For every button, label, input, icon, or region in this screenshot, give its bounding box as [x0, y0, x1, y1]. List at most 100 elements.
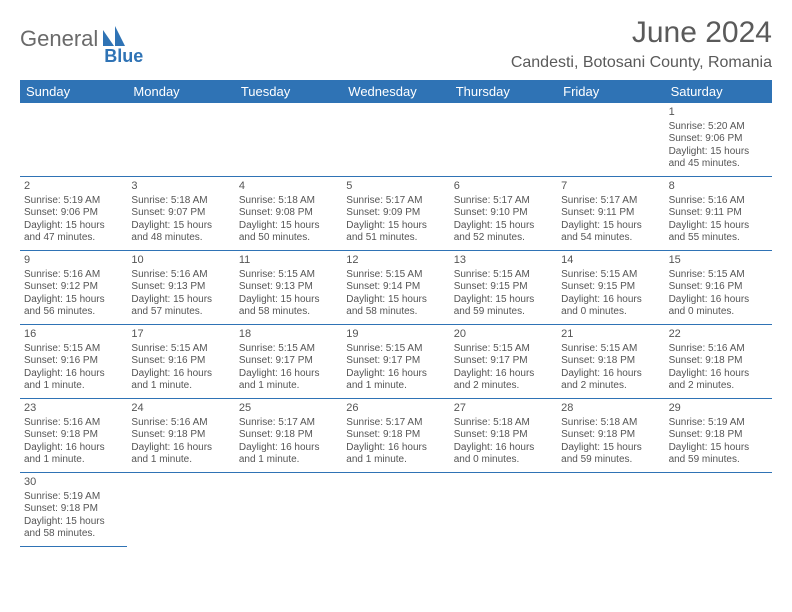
- calendar-cell: 17Sunrise: 5:15 AMSunset: 9:16 PMDayligh…: [127, 325, 234, 399]
- daylight-text: Daylight: 15 hours and 45 minutes.: [669, 146, 768, 171]
- daylight-text: Daylight: 16 hours and 2 minutes.: [454, 368, 553, 393]
- calendar-day-headers: Sunday Monday Tuesday Wednesday Thursday…: [20, 80, 772, 103]
- sunset-text: Sunset: 9:17 PM: [454, 355, 553, 368]
- logo-text-general: General: [20, 26, 98, 52]
- day-header-thu: Thursday: [450, 80, 557, 103]
- day-number: 13: [454, 254, 553, 268]
- calendar-cell: 29Sunrise: 5:19 AMSunset: 9:18 PMDayligh…: [665, 399, 772, 473]
- sunset-text: Sunset: 9:18 PM: [561, 429, 660, 442]
- calendar-cell-empty: [450, 103, 557, 177]
- sunset-text: Sunset: 9:16 PM: [131, 355, 230, 368]
- calendar-cell: 16Sunrise: 5:15 AMSunset: 9:16 PMDayligh…: [20, 325, 127, 399]
- calendar-cell: 1Sunrise: 5:20 AMSunset: 9:06 PMDaylight…: [665, 103, 772, 177]
- location: Candesti, Botosani County, Romania: [511, 54, 772, 72]
- sunset-text: Sunset: 9:14 PM: [346, 281, 445, 294]
- sunset-text: Sunset: 9:17 PM: [346, 355, 445, 368]
- calendar-cell: 6Sunrise: 5:17 AMSunset: 9:10 PMDaylight…: [450, 177, 557, 251]
- day-number: 10: [131, 254, 230, 268]
- day-number: 1: [669, 106, 768, 120]
- daylight-text: Daylight: 15 hours and 55 minutes.: [669, 220, 768, 245]
- calendar-cell: 9Sunrise: 5:16 AMSunset: 9:12 PMDaylight…: [20, 251, 127, 325]
- daylight-text: Daylight: 16 hours and 1 minute.: [131, 368, 230, 393]
- sunset-text: Sunset: 9:13 PM: [131, 281, 230, 294]
- day-number: 3: [131, 180, 230, 194]
- day-number: 28: [561, 402, 660, 416]
- sunrise-text: Sunrise: 5:15 AM: [346, 343, 445, 356]
- sunset-text: Sunset: 9:18 PM: [454, 429, 553, 442]
- daylight-text: Daylight: 16 hours and 1 minute.: [346, 368, 445, 393]
- sunrise-text: Sunrise: 5:19 AM: [24, 195, 123, 208]
- day-number: 8: [669, 180, 768, 194]
- calendar-cell-empty: [20, 103, 127, 177]
- day-number: 11: [239, 254, 338, 268]
- sunrise-text: Sunrise: 5:18 AM: [239, 195, 338, 208]
- calendar-cell: 25Sunrise: 5:17 AMSunset: 9:18 PMDayligh…: [235, 399, 342, 473]
- sunrise-text: Sunrise: 5:20 AM: [669, 121, 768, 134]
- calendar-cell: 12Sunrise: 5:15 AMSunset: 9:14 PMDayligh…: [342, 251, 449, 325]
- daylight-text: Daylight: 16 hours and 2 minutes.: [669, 368, 768, 393]
- sunset-text: Sunset: 9:15 PM: [561, 281, 660, 294]
- day-number: 15: [669, 254, 768, 268]
- daylight-text: Daylight: 15 hours and 52 minutes.: [454, 220, 553, 245]
- sunset-text: Sunset: 9:11 PM: [669, 207, 768, 220]
- daylight-text: Daylight: 15 hours and 57 minutes.: [131, 294, 230, 319]
- day-number: 5: [346, 180, 445, 194]
- sunrise-text: Sunrise: 5:16 AM: [131, 417, 230, 430]
- daylight-text: Daylight: 15 hours and 48 minutes.: [131, 220, 230, 245]
- sunset-text: Sunset: 9:18 PM: [669, 355, 768, 368]
- sunset-text: Sunset: 9:18 PM: [131, 429, 230, 442]
- sunrise-text: Sunrise: 5:15 AM: [24, 343, 123, 356]
- sunrise-text: Sunrise: 5:15 AM: [561, 343, 660, 356]
- daylight-text: Daylight: 15 hours and 50 minutes.: [239, 220, 338, 245]
- calendar-cell: 3Sunrise: 5:18 AMSunset: 9:07 PMDaylight…: [127, 177, 234, 251]
- day-number: 26: [346, 402, 445, 416]
- day-number: 14: [561, 254, 660, 268]
- calendar-cell: 20Sunrise: 5:15 AMSunset: 9:17 PMDayligh…: [450, 325, 557, 399]
- daylight-text: Daylight: 15 hours and 56 minutes.: [24, 294, 123, 319]
- calendar-cell: 10Sunrise: 5:16 AMSunset: 9:13 PMDayligh…: [127, 251, 234, 325]
- sunset-text: Sunset: 9:13 PM: [239, 281, 338, 294]
- day-number: 30: [24, 476, 123, 490]
- daylight-text: Daylight: 15 hours and 51 minutes.: [346, 220, 445, 245]
- daylight-text: Daylight: 15 hours and 59 minutes.: [561, 442, 660, 467]
- calendar-cell: 11Sunrise: 5:15 AMSunset: 9:13 PMDayligh…: [235, 251, 342, 325]
- day-number: 16: [24, 328, 123, 342]
- daylight-text: Daylight: 15 hours and 47 minutes.: [24, 220, 123, 245]
- daylight-text: Daylight: 15 hours and 54 minutes.: [561, 220, 660, 245]
- calendar-body: 1Sunrise: 5:20 AMSunset: 9:06 PMDaylight…: [20, 103, 772, 547]
- day-number: 7: [561, 180, 660, 194]
- sunset-text: Sunset: 9:08 PM: [239, 207, 338, 220]
- day-number: 18: [239, 328, 338, 342]
- sunset-text: Sunset: 9:16 PM: [669, 281, 768, 294]
- calendar-cell: 18Sunrise: 5:15 AMSunset: 9:17 PMDayligh…: [235, 325, 342, 399]
- day-number: 27: [454, 402, 553, 416]
- sunrise-text: Sunrise: 5:15 AM: [669, 269, 768, 282]
- calendar-cell: 2Sunrise: 5:19 AMSunset: 9:06 PMDaylight…: [20, 177, 127, 251]
- sunrise-text: Sunrise: 5:17 AM: [561, 195, 660, 208]
- day-number: 25: [239, 402, 338, 416]
- calendar-cell: 27Sunrise: 5:18 AMSunset: 9:18 PMDayligh…: [450, 399, 557, 473]
- sunrise-text: Sunrise: 5:16 AM: [131, 269, 230, 282]
- daylight-text: Daylight: 16 hours and 0 minutes.: [669, 294, 768, 319]
- calendar-cell: 28Sunrise: 5:18 AMSunset: 9:18 PMDayligh…: [557, 399, 664, 473]
- sunset-text: Sunset: 9:18 PM: [24, 429, 123, 442]
- sunset-text: Sunset: 9:06 PM: [669, 133, 768, 146]
- calendar-cell: 14Sunrise: 5:15 AMSunset: 9:15 PMDayligh…: [557, 251, 664, 325]
- daylight-text: Daylight: 16 hours and 1 minute.: [239, 368, 338, 393]
- sunset-text: Sunset: 9:16 PM: [24, 355, 123, 368]
- day-header-wed: Wednesday: [342, 80, 449, 103]
- daylight-text: Daylight: 15 hours and 58 minutes.: [346, 294, 445, 319]
- sunset-text: Sunset: 9:18 PM: [669, 429, 768, 442]
- sunset-text: Sunset: 9:17 PM: [239, 355, 338, 368]
- calendar-cell: 24Sunrise: 5:16 AMSunset: 9:18 PMDayligh…: [127, 399, 234, 473]
- daylight-text: Daylight: 15 hours and 59 minutes.: [454, 294, 553, 319]
- sunrise-text: Sunrise: 5:15 AM: [346, 269, 445, 282]
- daylight-text: Daylight: 16 hours and 2 minutes.: [561, 368, 660, 393]
- calendar-cell: 30Sunrise: 5:19 AMSunset: 9:18 PMDayligh…: [20, 473, 127, 547]
- sunrise-text: Sunrise: 5:16 AM: [24, 269, 123, 282]
- daylight-text: Daylight: 15 hours and 58 minutes.: [239, 294, 338, 319]
- calendar-cell-empty: [342, 103, 449, 177]
- daylight-text: Daylight: 16 hours and 1 minute.: [24, 368, 123, 393]
- calendar-cell: 21Sunrise: 5:15 AMSunset: 9:18 PMDayligh…: [557, 325, 664, 399]
- day-number: 29: [669, 402, 768, 416]
